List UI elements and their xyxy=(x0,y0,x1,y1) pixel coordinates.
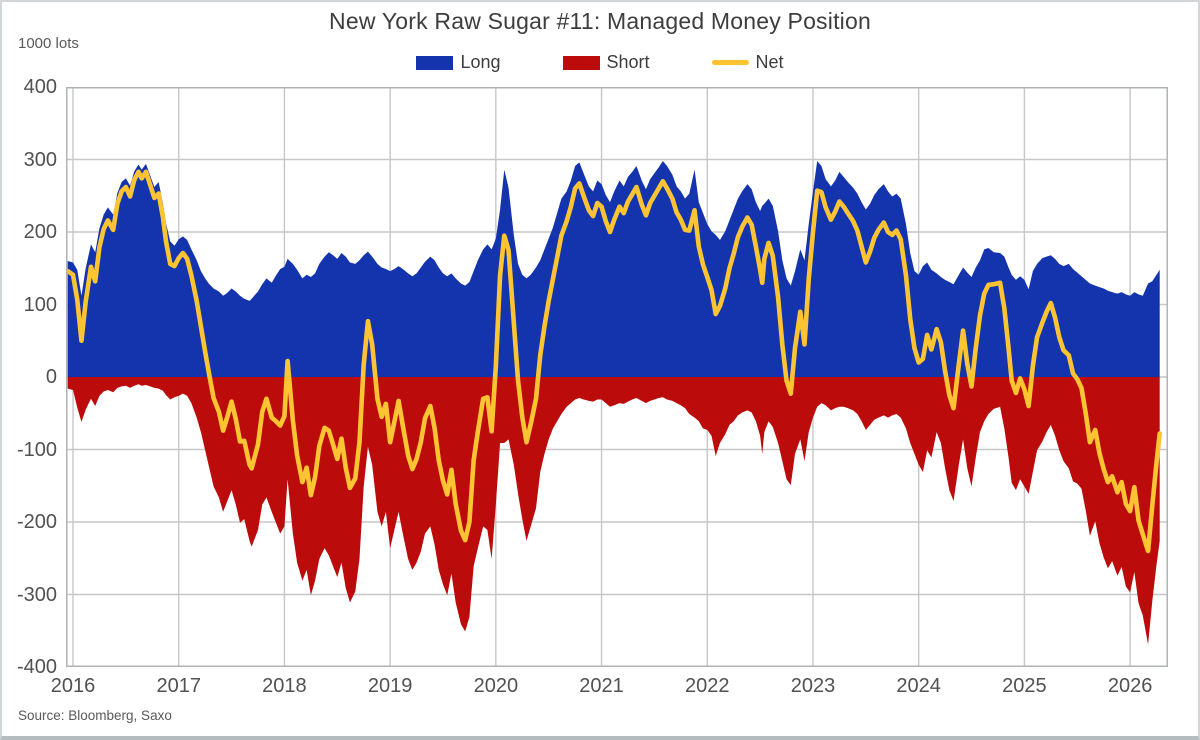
y-axis-tick-label: 400 xyxy=(23,76,57,98)
legend-label-net: Net xyxy=(755,52,784,72)
x-axis-tick-label: 2016 xyxy=(50,675,96,697)
x-axis-tick-label: 2024 xyxy=(896,675,941,697)
legend-label-long: Long xyxy=(460,52,501,72)
short-swatch-icon xyxy=(562,55,600,70)
chart-plot-area xyxy=(66,87,1168,667)
y-axis-tick-label: -400 xyxy=(16,656,57,678)
x-axis-tick-label: 2026 xyxy=(1107,675,1153,697)
y-axis-tick-label: -300 xyxy=(16,583,57,606)
x-axis-tick-label: 2025 xyxy=(1002,675,1047,697)
legend: Long Short Net xyxy=(2,52,1198,73)
plot-border xyxy=(66,87,1168,667)
y-axis-tick-label: 200 xyxy=(23,221,57,243)
short-area-series xyxy=(67,377,1160,645)
x-axis-tick-label: 2019 xyxy=(367,675,413,697)
long-area-series xyxy=(67,160,1160,377)
net-line-series xyxy=(66,169,1162,554)
y-axis-tick-label: 0 xyxy=(45,366,57,388)
chart-title: New York Raw Sugar #11: Managed Money Po… xyxy=(329,8,871,34)
net-swatch-icon xyxy=(711,60,749,65)
y-axis-tick-label: 100 xyxy=(23,293,57,316)
legend-item-short: Short xyxy=(562,52,650,73)
legend-item-net: Net xyxy=(711,52,784,73)
long-swatch-icon xyxy=(416,55,454,70)
x-axis-tick-label: 2022 xyxy=(685,675,730,697)
legend-label-short: Short xyxy=(606,52,650,72)
x-axis-tick-label: 2023 xyxy=(790,675,836,697)
x-axis-tick-label: 2021 xyxy=(579,675,624,697)
x-axis-tick-label: 2020 xyxy=(473,675,519,697)
x-axis-tick-label: 2017 xyxy=(156,675,201,697)
y-axis-tick-label: 300 xyxy=(23,148,57,171)
legend-item-long: Long xyxy=(416,52,501,73)
source-attribution: Source: Bloomberg, Saxo xyxy=(18,708,172,723)
y-axis-tick-label: -100 xyxy=(16,438,57,461)
y-axis-units-label: 1000 lots xyxy=(18,35,79,52)
y-axis-tick-label: -200 xyxy=(16,511,57,533)
x-axis-tick-label: 2018 xyxy=(262,675,307,697)
